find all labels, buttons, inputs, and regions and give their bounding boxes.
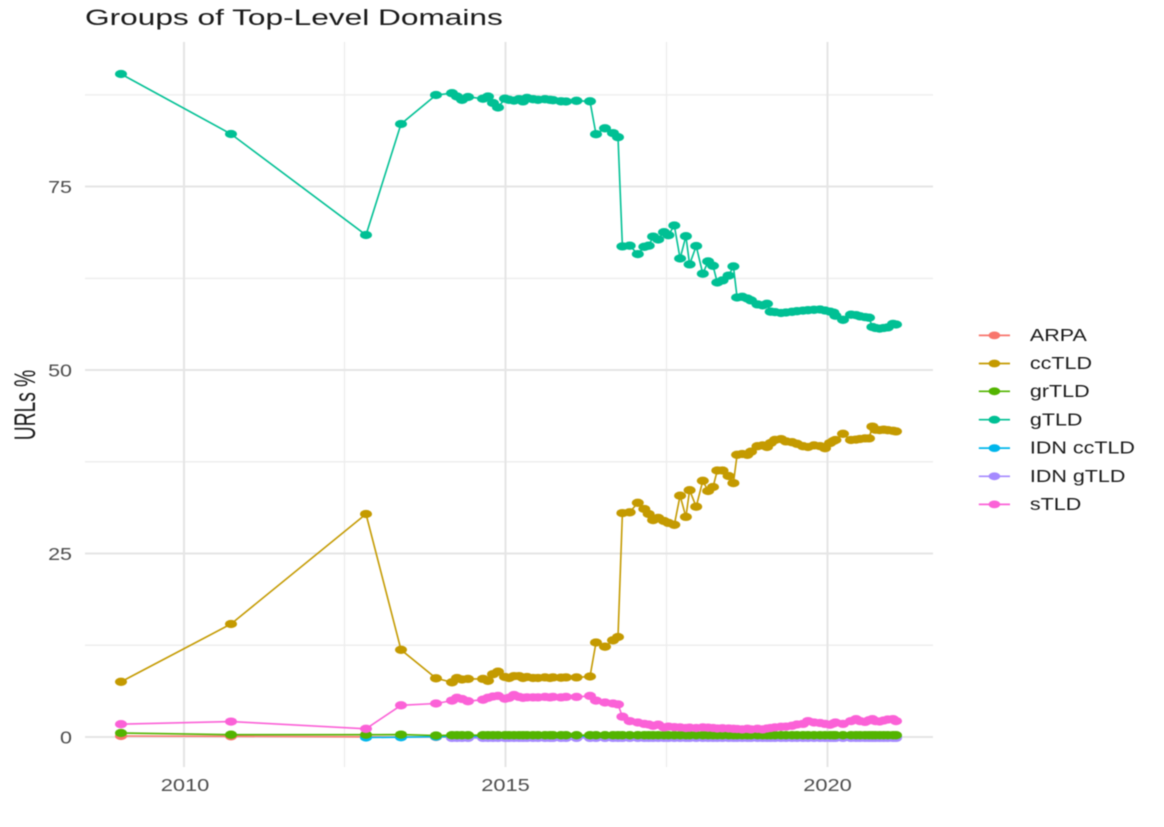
svg-text:IDN ccTLD: IDN ccTLD xyxy=(1030,439,1135,458)
svg-text:0: 0 xyxy=(60,728,72,747)
svg-text:gTLD: gTLD xyxy=(1030,410,1083,429)
svg-text:URLs %: URLs % xyxy=(9,370,42,440)
svg-text:IDN gTLD: IDN gTLD xyxy=(1030,467,1126,486)
svg-text:Groups of Top-Level Domains: Groups of Top-Level Domains xyxy=(85,4,503,29)
svg-text:sTLD: sTLD xyxy=(1030,495,1081,514)
svg-text:75: 75 xyxy=(48,178,72,197)
svg-text:2020: 2020 xyxy=(803,776,852,795)
svg-text:50: 50 xyxy=(48,361,72,380)
svg-text:ccTLD: ccTLD xyxy=(1030,354,1092,373)
svg-text:25: 25 xyxy=(48,545,72,564)
svg-text:2015: 2015 xyxy=(481,776,530,795)
svg-text:grTLD: grTLD xyxy=(1030,382,1090,401)
svg-text:ARPA: ARPA xyxy=(1030,326,1087,345)
svg-text:2010: 2010 xyxy=(161,776,210,795)
